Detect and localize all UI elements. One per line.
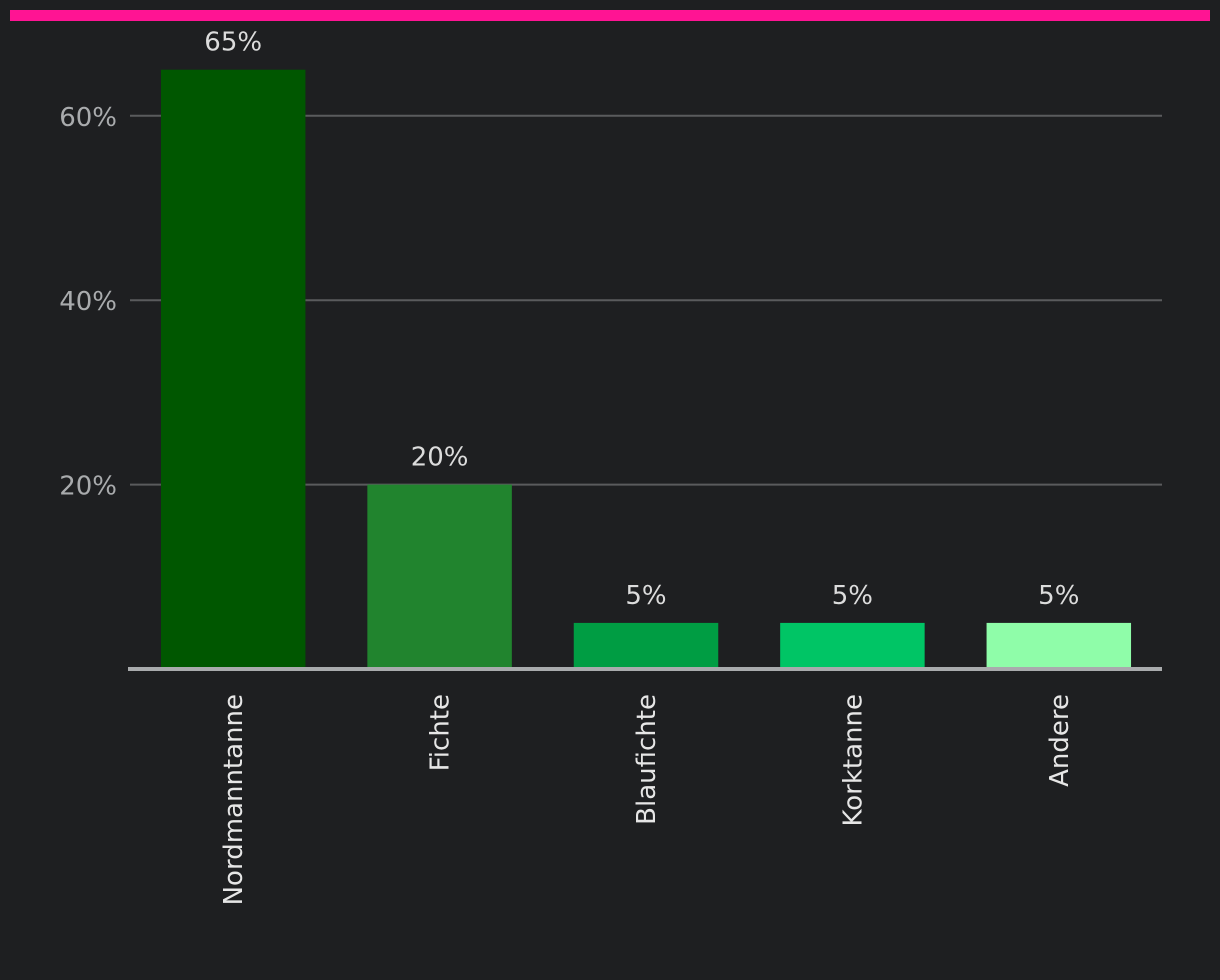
data-label: 5%: [1038, 581, 1079, 611]
y-tick-label: 20%: [59, 472, 117, 502]
bar-blaufichte: [573, 622, 719, 669]
bar-andere: [986, 622, 1132, 669]
data-label: 20%: [411, 443, 469, 473]
bar-korktanne: [780, 622, 925, 669]
bar-nordmanntanne: [160, 69, 306, 669]
x-tick-label: Fichte: [426, 694, 456, 771]
accent-bar: [10, 10, 1210, 21]
data-label: 65%: [204, 28, 262, 58]
y-tick-label: 40%: [59, 287, 117, 317]
y-tick-label: 60%: [59, 103, 117, 133]
value-labels-layer: 65% 20% 5% 5% 5%: [204, 28, 1079, 611]
bars-layer: [160, 69, 1132, 669]
data-label: 5%: [832, 581, 873, 611]
category-labels-layer: Nordmanntanne Fichte Blaufichte Korktanne An…: [219, 694, 1075, 905]
x-tick-label: Nordmanntanne: [219, 694, 249, 905]
x-tick-label: Andere: [1045, 694, 1075, 787]
x-tick-label: Korktanne: [838, 694, 868, 827]
x-tick-label: Blaufichte: [632, 694, 662, 825]
data-label: 5%: [625, 581, 666, 611]
bar-fichte: [367, 484, 512, 669]
